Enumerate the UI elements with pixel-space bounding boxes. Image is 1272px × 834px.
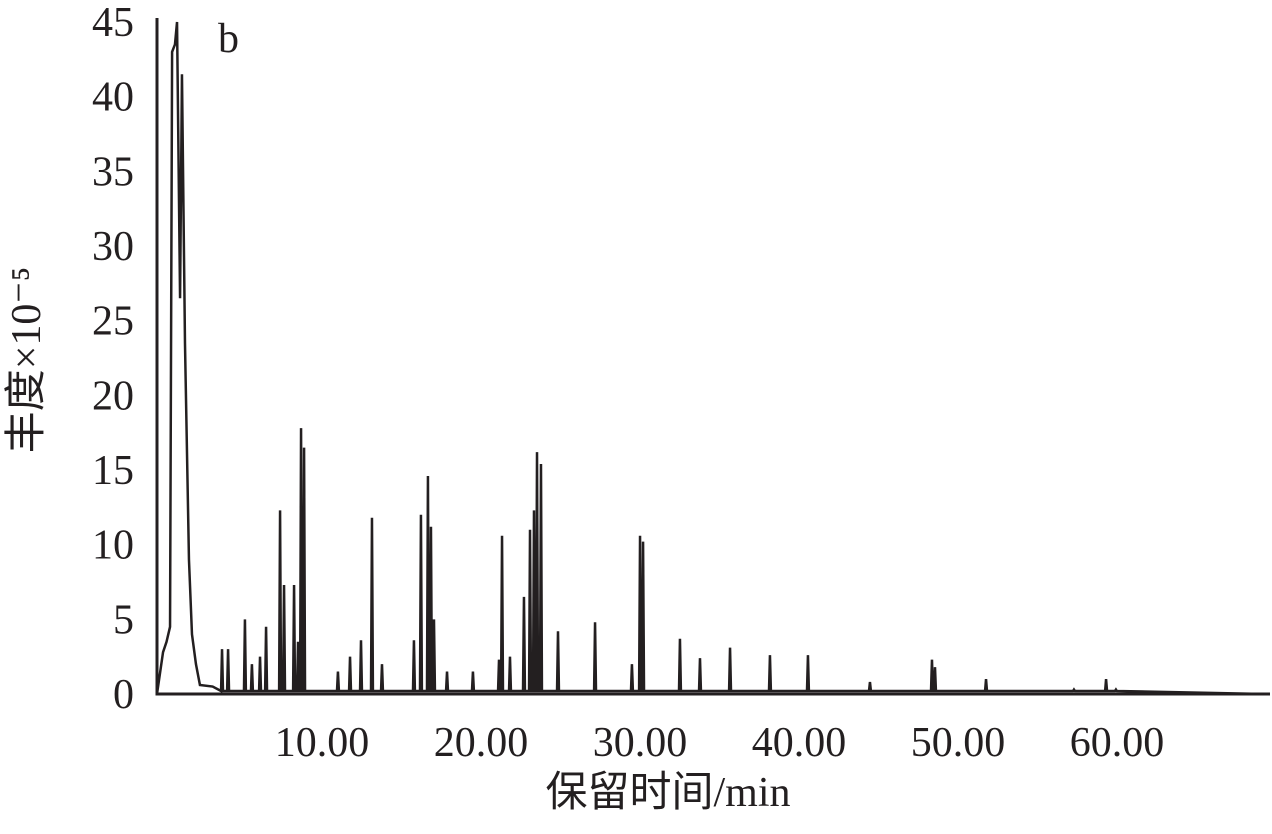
x-tick-label: 20.00 <box>434 720 529 766</box>
x-axis-label: 保留时间/min <box>545 770 790 816</box>
panel-label: b <box>218 16 239 62</box>
y-tick-label: 10 <box>92 523 134 569</box>
chromatogram-line <box>155 21 1264 696</box>
y-tick-label: 40 <box>92 75 134 121</box>
y-tick-label: 0 <box>113 672 134 718</box>
y-tick-label: 5 <box>113 597 134 643</box>
x-tick-label: 50.00 <box>911 720 1006 766</box>
x-tick-label: 60.00 <box>1070 720 1165 766</box>
x-tick-label: 10.00 <box>275 720 370 766</box>
y-tick-label: 20 <box>92 373 134 419</box>
x-tick-label: 30.00 <box>593 720 688 766</box>
y-axis-label: 丰度×10⁻⁵ <box>4 267 50 454</box>
y-tick-label: 35 <box>92 149 134 195</box>
x-tick-label: 40.00 <box>752 720 847 766</box>
y-tick-label: 25 <box>92 299 134 345</box>
y-tick-label: 30 <box>92 224 134 270</box>
y-tick-label: 45 <box>92 0 134 46</box>
axes <box>155 18 1270 696</box>
y-tick-label: 15 <box>92 448 134 494</box>
